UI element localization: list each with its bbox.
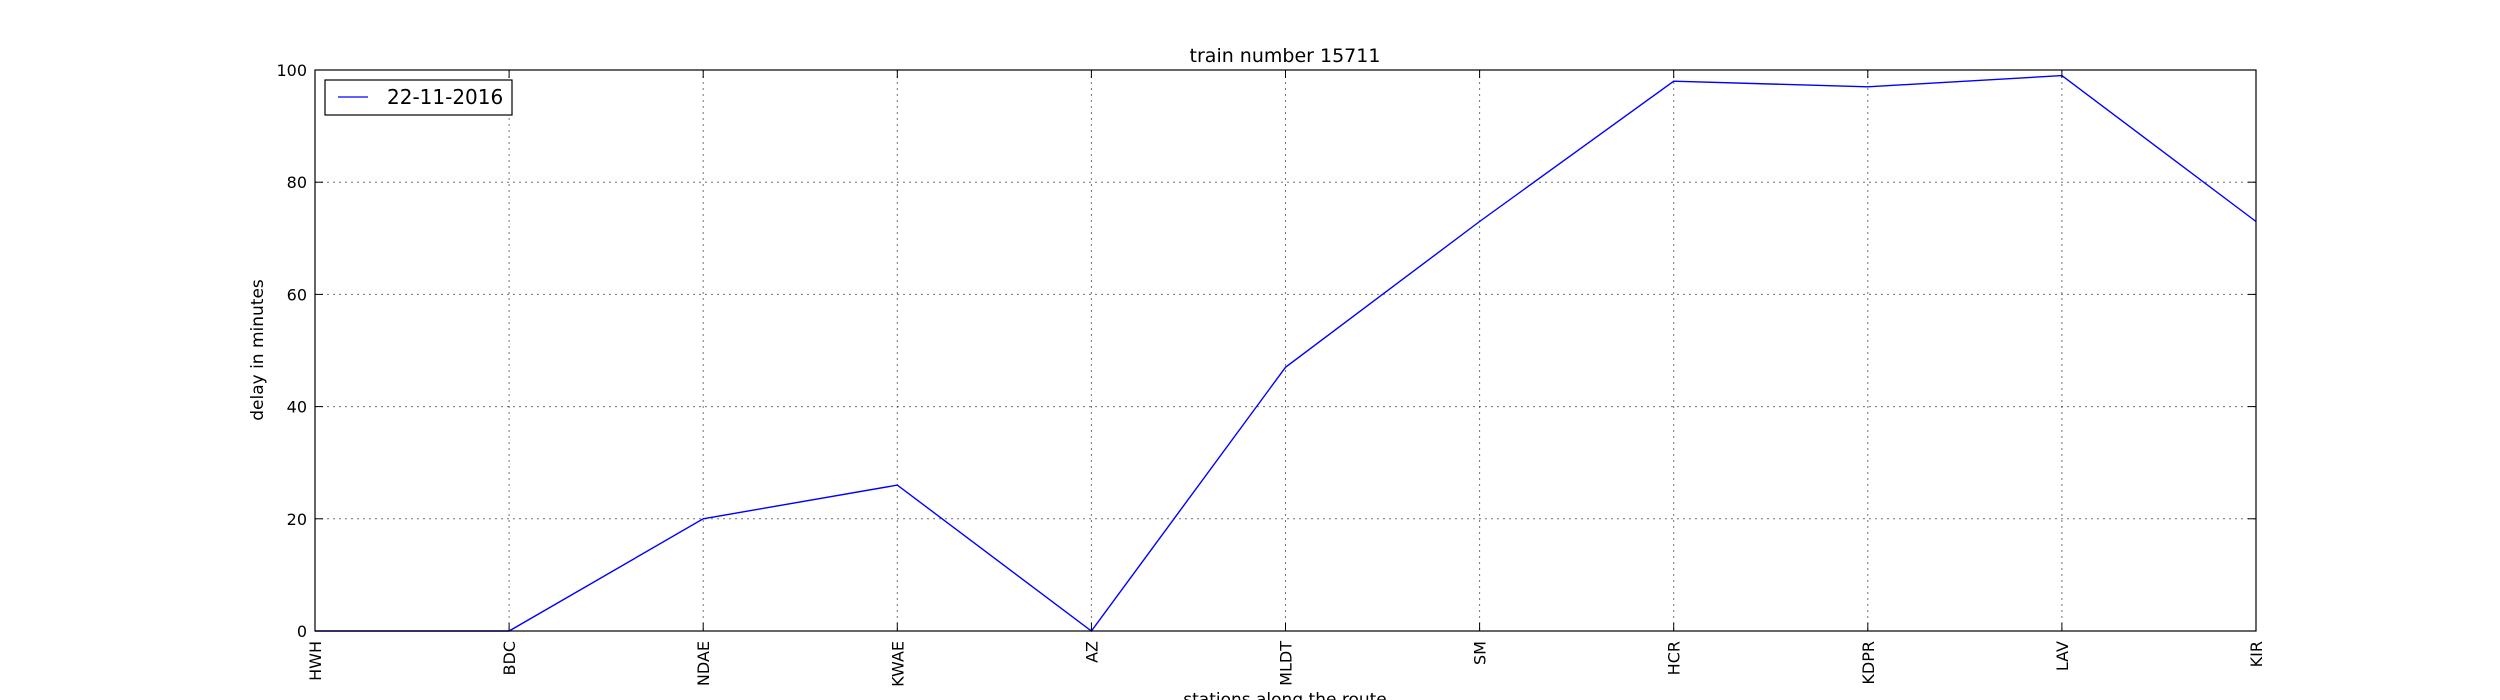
legend-label: 22-11-2016	[387, 85, 503, 109]
legend: 22-11-2016	[324, 79, 513, 116]
y-tick-label: 20	[287, 510, 307, 529]
x-tick-label: SM	[1471, 641, 1490, 665]
x-tick-label: MLDT	[1277, 641, 1296, 686]
chart-title: train number 15711	[1190, 45, 1381, 67]
series-line	[315, 74, 2257, 632]
y-tick-label: 40	[287, 398, 307, 417]
x-tick-label: HCR	[1665, 641, 1684, 675]
x-axis-label: stations along the route	[1183, 690, 1387, 700]
y-tick-label: 0	[297, 622, 307, 641]
y-tick-label: 80	[287, 173, 307, 192]
x-tick-label: LAV	[2053, 641, 2072, 671]
y-tick-label: 60	[287, 285, 307, 304]
x-tick-label: KIR	[2247, 641, 2266, 667]
series-layer	[315, 74, 2257, 632]
grid-lines	[315, 70, 2256, 631]
y-tick-label: 100	[276, 61, 307, 80]
x-tick-label: AZ	[1082, 641, 1101, 663]
y-axis-label: delay in minutes	[248, 279, 268, 421]
x-axis-ticks: HWH BDC NDAE KWAE AZ MLDT SM HCR KDPR LAV KIR	[306, 70, 2266, 687]
x-tick-label: KDPR	[1859, 641, 1878, 685]
x-tick-label: HWH	[306, 641, 325, 681]
y-axis-ticks: 0 20 40 60 80 100	[276, 61, 2256, 641]
x-tick-label: KWAE	[888, 641, 907, 687]
x-tick-label: NDAE	[694, 641, 713, 686]
x-tick-label: BDC	[500, 641, 519, 675]
